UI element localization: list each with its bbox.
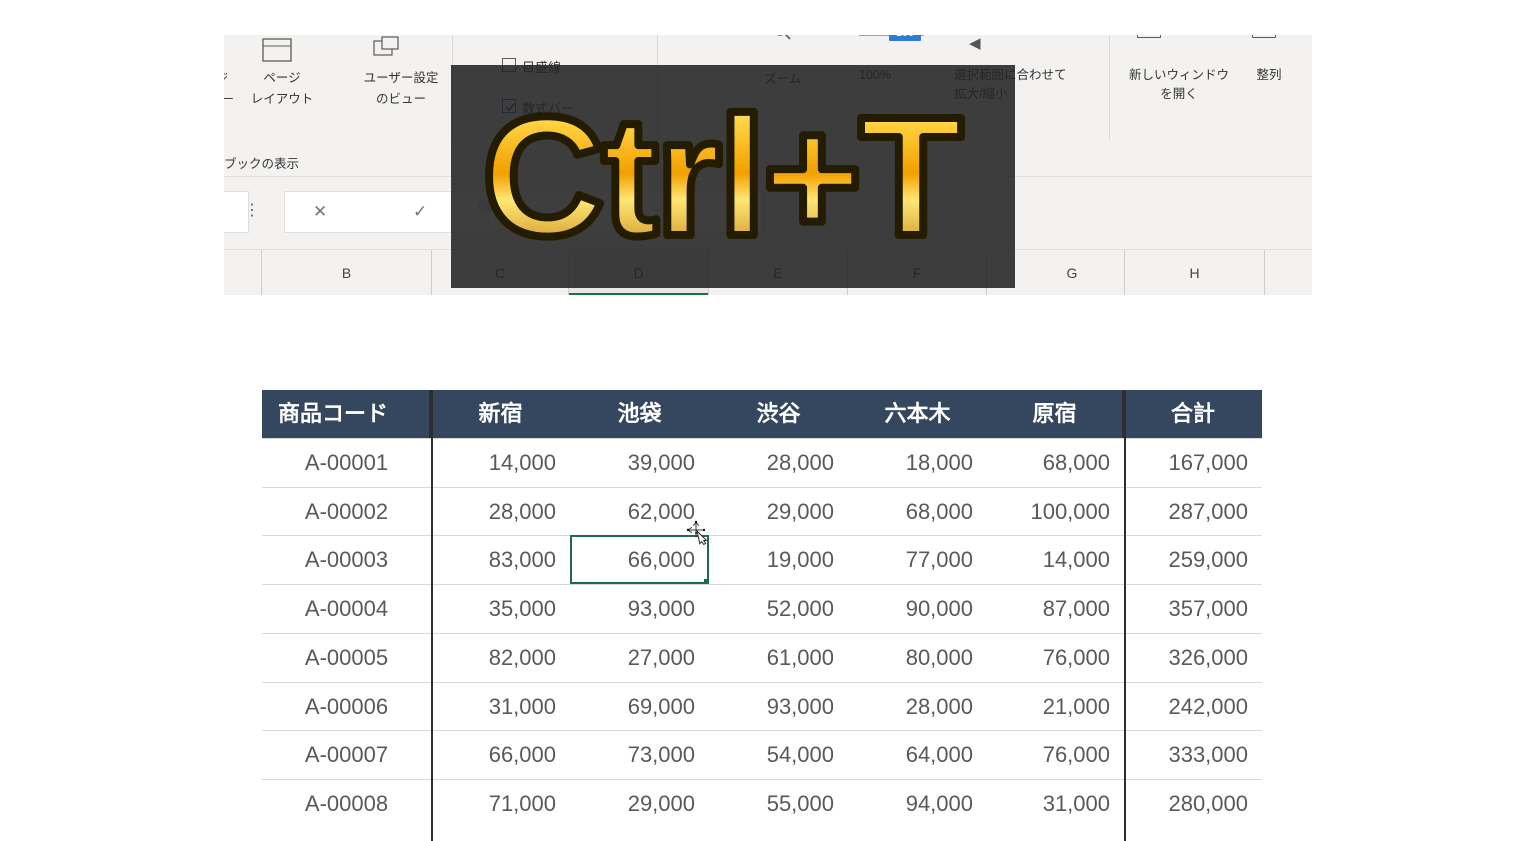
svg-text:Ctrl+T: Ctrl+T <box>482 82 962 272</box>
